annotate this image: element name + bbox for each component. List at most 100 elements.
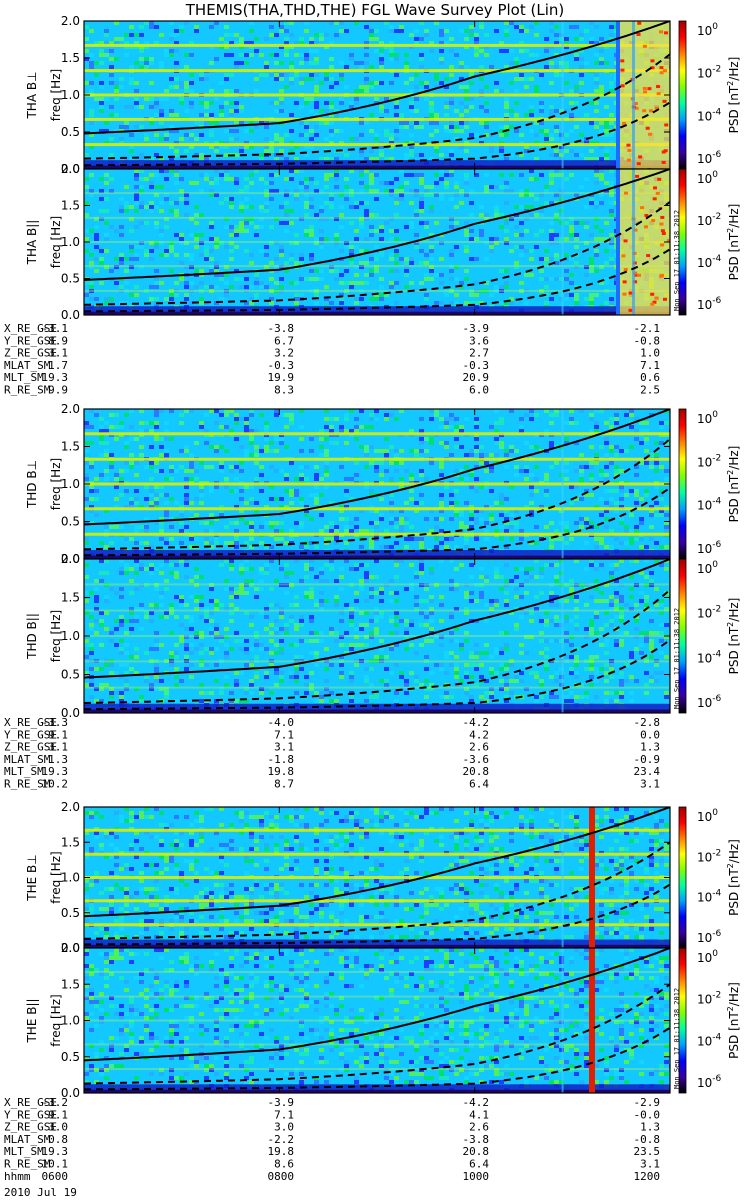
ephemeris-value: -4.2 [463, 716, 490, 729]
ephemeris-value: 2.6 [469, 741, 489, 754]
date-label: 2010 Jul 19 [4, 1186, 77, 1199]
ephemeris-value: 1.3 [640, 741, 660, 754]
ephemeris-value: 10.2 [42, 778, 69, 791]
ephemeris-row-name: R_RE_SM [4, 778, 51, 791]
low-frequency-band [84, 939, 670, 948]
ephemeris-row-name: Y_RE_GSE [4, 1108, 57, 1121]
ephemeris-value: -3.2 [42, 1096, 69, 1109]
ephemeris-row-name: Z_RE_GSE [4, 1121, 57, 1134]
ephemeris-value: -4.2 [463, 1096, 490, 1109]
panels-layer: 0.0 0.5 1.0 1.5 2.0 THA B⊥ freq [Hz] 100 10-2 10-… [25, 14, 741, 1100]
low-frequency-band [84, 160, 670, 169]
gyrofrequency-curve [84, 169, 670, 281]
ephemeris-row-name: MLAT_SM [4, 753, 51, 766]
ephemeris-value: -0.9 [634, 753, 661, 766]
ephemeris-value: 9.9 [48, 384, 68, 397]
ephemeris-value: 0.0 [640, 728, 660, 741]
colorbar-tick-label: 10-4 [697, 254, 722, 270]
colorbar-label: PSD [nT2/Hz] [726, 598, 741, 675]
ephemeris-value: -0.8 [634, 334, 661, 347]
y-tick-label: 0.5 [61, 515, 80, 529]
gyrofrequency-curve-dashed [84, 53, 670, 160]
wave-activity-region [620, 21, 670, 169]
colorbar [678, 947, 687, 1094]
spin-harmonic-line [84, 482, 670, 486]
ephemeris-value: -2.2 [268, 1133, 295, 1146]
ephemeris-value: 3.0 [48, 1121, 68, 1134]
y-tick-label: 2.0 [61, 800, 80, 814]
plot-timestamp: Mon Sep 17 01:11:38 2012 [673, 988, 681, 1089]
colorbar-tick-label: 10-2 [697, 605, 721, 621]
panel-probe-label: THE B|| [25, 998, 39, 1043]
panel-probe-label: THD B⊥ [25, 460, 39, 509]
gyrofrequency-curve-dashed [84, 589, 670, 704]
y-tick-label: 0.0 [61, 706, 80, 720]
low-frequency-band [84, 1084, 670, 1093]
ephemeris-value: 3.1 [48, 741, 68, 754]
ephemeris-value: 19.3 [42, 1145, 69, 1158]
colorbar-tick-label: 10-6 [697, 296, 722, 312]
ephemeris-value: 20.8 [463, 1145, 490, 1158]
y-tick-label: 0.5 [61, 272, 80, 286]
ephemeris-value: 19.3 [42, 765, 69, 778]
y-axis-label: freq [Hz] [49, 610, 63, 662]
spin-harmonic-line [84, 828, 670, 832]
gyrofrequency-curve-dashed [84, 248, 670, 313]
spin-harmonic-line [84, 93, 670, 97]
spin-harmonic-line [84, 852, 670, 856]
ephemeris-row-name: Y_RE_GSE [4, 334, 57, 347]
spectrogram-panel: 0.0 0.5 1.0 1.5 2.0 THE B|| freq [Hz] Mon Sep 1… [25, 941, 741, 1100]
gyrofrequency-curve-dashed [84, 486, 670, 557]
ephemeris-row-name: R_RE_SM [4, 384, 51, 397]
ephemeris-value: 0.6 [640, 371, 660, 384]
ephemeris-row-name: Z_RE_GSE [4, 741, 57, 754]
ephemeris-value: 3.6 [469, 334, 489, 347]
ephemeris-value: -0.3 [268, 359, 295, 372]
ephemeris-value: 7.1 [640, 359, 660, 372]
panel-probe-label: THD B|| [25, 613, 39, 660]
colorbar-tick-label: 10-2 [697, 65, 721, 81]
y-tick-label: 2.0 [61, 552, 80, 566]
gyrofrequency-curve [84, 559, 670, 679]
y-tick-label: 1.0 [61, 1014, 80, 1028]
ephemeris-value: 3.1 [640, 1158, 660, 1171]
ephemeris-value: 3.0 [274, 1121, 294, 1134]
gyrofrequency-curve-dashed [84, 883, 670, 946]
ephemeris-row-name: hhmm [4, 1170, 31, 1183]
ephemeris-value: 4.1 [469, 1108, 489, 1121]
colorbar-tick-label: 100 [697, 808, 718, 824]
ephemeris-value: 3.1 [640, 778, 660, 791]
y-tick-label: 0.5 [61, 125, 80, 139]
ephemeris-value: -0.8 [634, 1133, 661, 1146]
y-tick-label: 0.5 [61, 906, 80, 920]
y-axis-label: freq [Hz] [49, 994, 63, 1046]
ephemeris-value: -2.1 [634, 322, 661, 335]
gyrofrequency-curve [84, 948, 670, 1062]
spin-harmonic-line [84, 43, 670, 47]
spin-harmonic-line [84, 923, 670, 927]
ephemeris-value: 9.1 [48, 1108, 68, 1121]
spin-harmonic-line [84, 876, 670, 879]
panel-probe-label: THE B⊥ [25, 854, 39, 901]
ephemeris-value: -2.8 [634, 716, 661, 729]
y-tick-label: 1.5 [61, 199, 80, 213]
ephemeris-value: 6.0 [469, 384, 489, 397]
y-tick-label: 1.5 [61, 835, 80, 849]
colorbar-tick-label: 10-4 [697, 497, 722, 513]
ephemeris-value: -3.8 [268, 322, 295, 335]
ephemeris-row-name: MLT_SM [4, 371, 44, 384]
y-tick-label: 0.0 [61, 1086, 80, 1100]
colorbar [678, 408, 687, 560]
y-tick-label: 1.0 [61, 477, 80, 491]
spin-harmonic-line [84, 532, 670, 536]
ephemeris-value: 23.5 [634, 1145, 661, 1158]
spectrogram-panel: 0.0 0.5 1.0 1.5 2.0 THD B⊥ freq [Hz] 100 10-2 10-… [25, 402, 741, 566]
spin-harmonic-line [84, 457, 670, 461]
ephemeris-value: 20.8 [463, 765, 490, 778]
ephemeris-value: 6.4 [469, 1158, 489, 1171]
plot-timestamp: Mon Sep 17 01:11:38 2012 [673, 210, 681, 311]
ephemeris-row-name: MLAT_SM [4, 1133, 51, 1146]
ephemeris-value: 3.1 [274, 741, 294, 754]
broadband-spike [589, 948, 595, 1093]
y-tick-label: 1.0 [61, 871, 80, 885]
